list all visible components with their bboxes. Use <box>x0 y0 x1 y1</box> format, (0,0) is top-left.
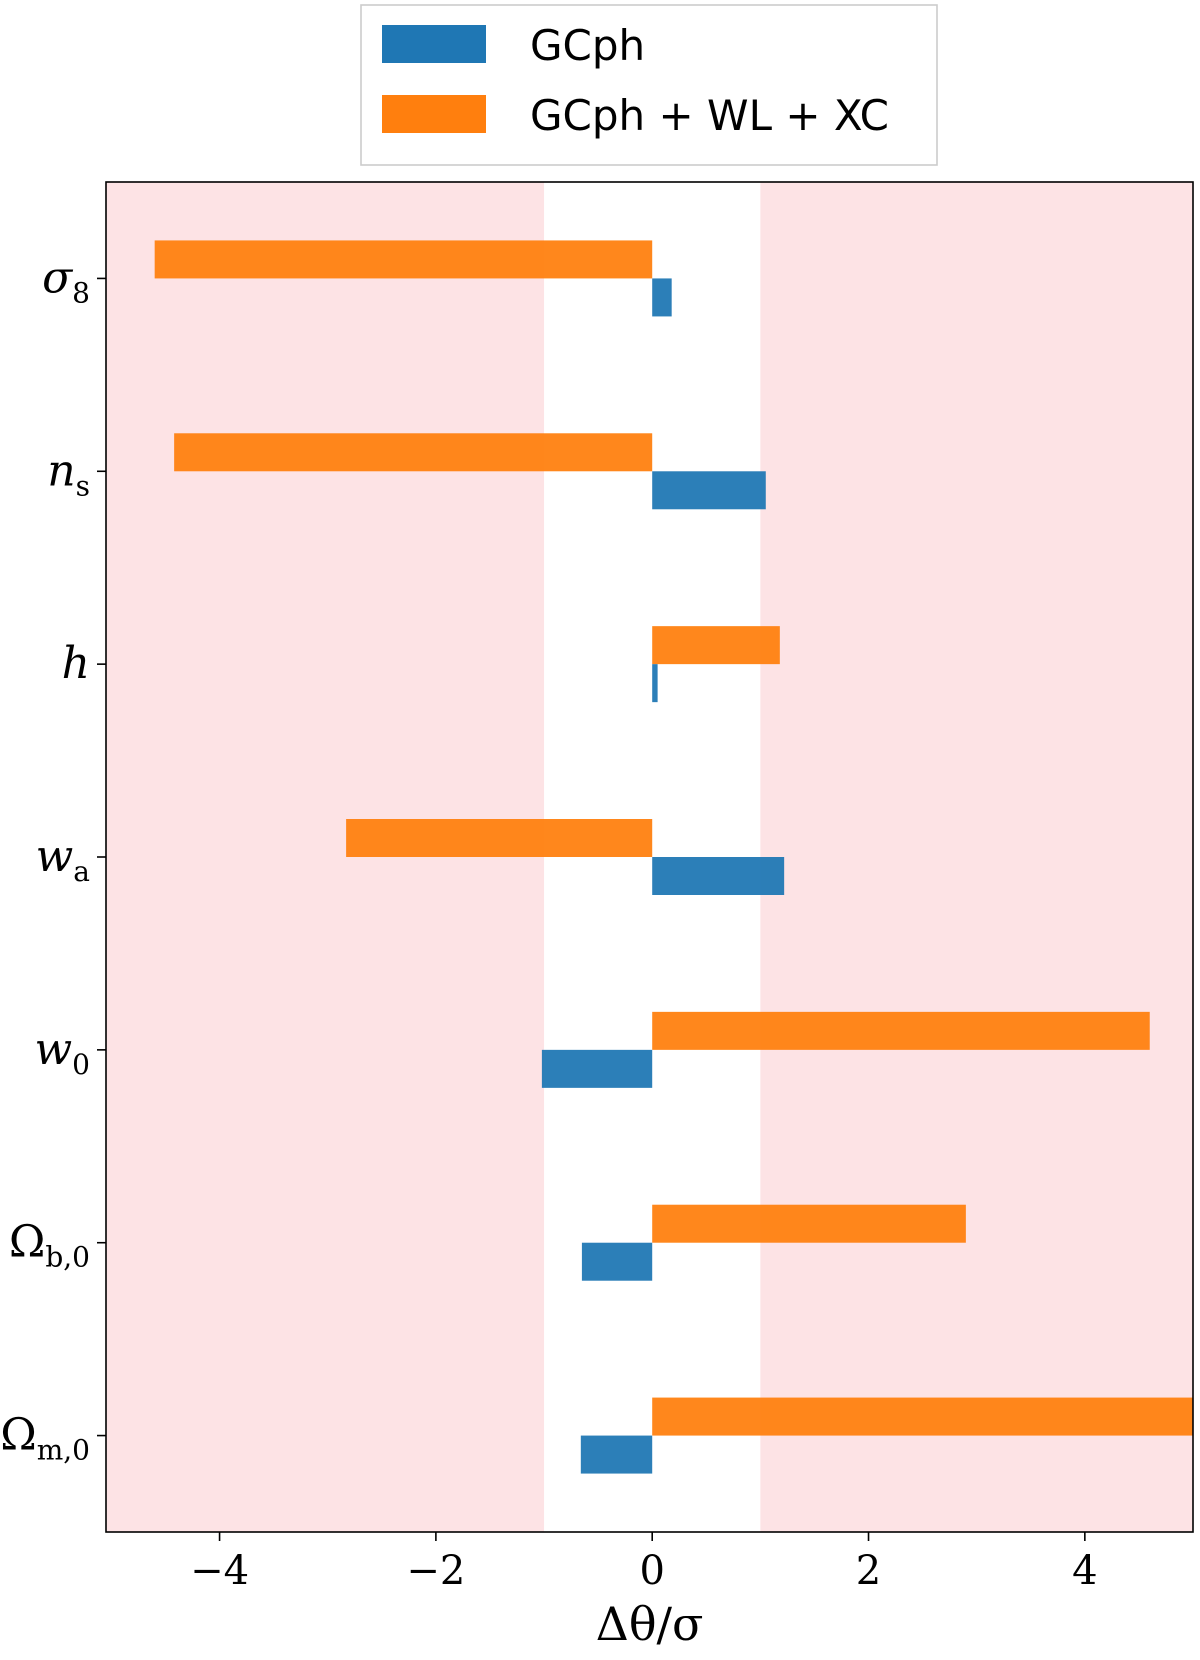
y-tick-label: Ωb,0 <box>9 1217 90 1274</box>
bar-gcph-wl-xc-5 <box>652 1204 966 1243</box>
x-tick-label: 0 <box>639 1548 664 1594</box>
bar-gcph-0 <box>652 278 672 317</box>
shaded-region-1 <box>760 182 1193 1532</box>
bar-gcph-6 <box>580 1435 653 1474</box>
bar-gcph-1 <box>652 471 766 510</box>
y-tick-label: Ωm,0 <box>0 1410 90 1467</box>
bars <box>154 240 1193 1474</box>
bar-gcph-wl-xc-6 <box>652 1397 1193 1436</box>
bar-gcph-wl-xc-0 <box>154 240 653 279</box>
bar-gcph-2 <box>652 664 658 703</box>
x-axis: −4 −2 0 2 4 <box>190 1532 1098 1594</box>
y-tick-label: w0 <box>35 1024 91 1081</box>
bar-gcph-wl-xc-4 <box>652 1011 1150 1050</box>
bar-gcph-4 <box>541 1049 653 1088</box>
x-tick-label: −4 <box>190 1548 249 1594</box>
bar-gcph-3 <box>652 857 785 895</box>
y-tick-label: ns <box>47 445 90 502</box>
y-tick-label: wa <box>36 831 90 888</box>
y-tick-label: σ8 <box>42 252 90 309</box>
legend-label-0: GCph <box>530 21 645 70</box>
legend-label-1: GCph + WL + XC <box>530 91 889 140</box>
x-tick-label: 2 <box>856 1548 881 1594</box>
y-axis: σ8 ns h wa w0 Ωb,0 Ωm,0 <box>0 252 106 1467</box>
x-tick-label: −2 <box>406 1548 465 1594</box>
legend-swatch-0 <box>382 25 486 63</box>
x-tick-label: 4 <box>1072 1548 1097 1594</box>
bar-gcph-5 <box>581 1242 653 1281</box>
bar-gcph-wl-xc-2 <box>652 626 780 665</box>
bar-gcph-wl-xc-3 <box>346 819 653 857</box>
x-axis-title: Δθ/σ <box>596 1597 704 1651</box>
y-tick-label: h <box>62 638 90 689</box>
legend-swatch-1 <box>382 95 486 133</box>
legend: GCph GCph + WL + XC <box>360 4 938 166</box>
bar-gcph-wl-xc-1 <box>174 433 653 472</box>
